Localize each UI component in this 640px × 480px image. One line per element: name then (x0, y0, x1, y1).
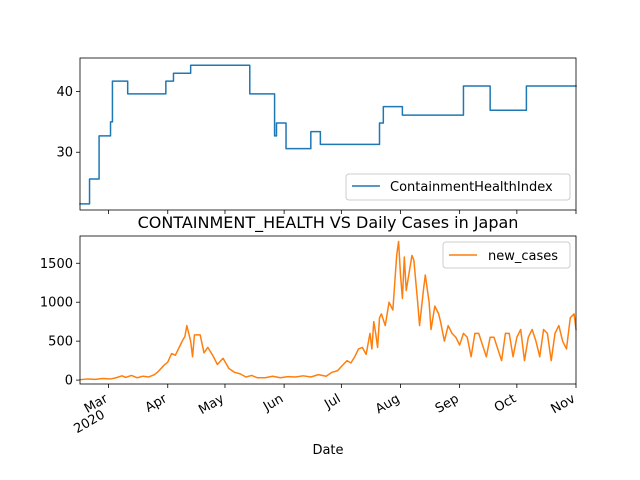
y-tick-label: 30 (56, 146, 73, 161)
top-x-axis (108, 210, 577, 214)
y-tick-label: 1000 (40, 296, 73, 311)
bottom-legend-box (442, 241, 571, 269)
top-series-lines (79, 64, 577, 205)
top-chart-panel: 30 40 ContainmentHealthIndex (56, 57, 577, 214)
top-legend: ContainmentHealthIndex (345, 173, 571, 201)
y-tick-label: 500 (48, 335, 73, 350)
top-legend-box (345, 173, 571, 201)
bottom-chart-title: CONTAINMENT_HEALTH VS Daily Cases in Jap… (138, 213, 519, 233)
series-line-new-cases (79, 240, 577, 381)
y-tick-label: 0 (65, 374, 73, 389)
bottom-legend: new_cases (442, 241, 571, 269)
y-tick-label: 1500 (40, 257, 73, 272)
x-axis-label: Date (312, 443, 343, 458)
x-tick-label: Jul (321, 391, 343, 412)
bottom-legend-label: new_cases (488, 249, 558, 264)
bottom-y-axis: 0 500 1000 1500 (40, 257, 80, 389)
top-plot-frame (79, 57, 577, 211)
bottom-series-lines (79, 240, 577, 381)
top-y-axis: 30 40 (56, 85, 80, 161)
top-legend-label: ContainmentHealthIndex (390, 180, 553, 195)
series-line-containmenthealthindex (79, 64, 577, 205)
y-tick-label: 40 (56, 85, 73, 100)
bottom-plot-frame (79, 235, 577, 385)
